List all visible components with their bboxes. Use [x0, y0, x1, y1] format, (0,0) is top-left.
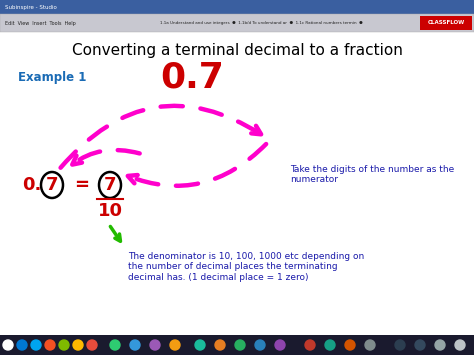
- Circle shape: [235, 340, 245, 350]
- Text: The denominator is 10, 100, 1000 etc depending on
the number of decimal places t: The denominator is 10, 100, 1000 etc dep…: [128, 252, 364, 282]
- Text: 0.7: 0.7: [160, 61, 224, 95]
- Circle shape: [45, 340, 55, 350]
- Circle shape: [195, 340, 205, 350]
- Circle shape: [365, 340, 375, 350]
- Circle shape: [415, 340, 425, 350]
- Text: 7: 7: [46, 176, 58, 194]
- Circle shape: [59, 340, 69, 350]
- Circle shape: [435, 340, 445, 350]
- Circle shape: [87, 340, 97, 350]
- Circle shape: [305, 340, 315, 350]
- FancyBboxPatch shape: [0, 335, 474, 355]
- Circle shape: [325, 340, 335, 350]
- FancyArrowPatch shape: [110, 226, 120, 241]
- Text: 10: 10: [98, 202, 122, 220]
- FancyBboxPatch shape: [0, 14, 474, 32]
- Circle shape: [130, 340, 140, 350]
- Text: Subinspire - Studio: Subinspire - Studio: [5, 5, 57, 10]
- FancyBboxPatch shape: [420, 16, 472, 30]
- Text: 0.: 0.: [22, 176, 41, 194]
- Circle shape: [455, 340, 465, 350]
- Text: Example 1: Example 1: [18, 71, 86, 84]
- Text: 7: 7: [104, 176, 116, 194]
- FancyArrowPatch shape: [72, 150, 140, 165]
- Text: Take the digits of the number as the
numerator: Take the digits of the number as the num…: [290, 165, 454, 184]
- Circle shape: [73, 340, 83, 350]
- Circle shape: [255, 340, 265, 350]
- Circle shape: [150, 340, 160, 350]
- Circle shape: [345, 340, 355, 350]
- Circle shape: [395, 340, 405, 350]
- Text: =: =: [74, 176, 90, 194]
- FancyBboxPatch shape: [0, 0, 474, 14]
- Text: Edit  View  Insert  Tools  Help: Edit View Insert Tools Help: [5, 21, 76, 26]
- Circle shape: [170, 340, 180, 350]
- FancyArrowPatch shape: [128, 144, 266, 186]
- Circle shape: [110, 340, 120, 350]
- Circle shape: [31, 340, 41, 350]
- Circle shape: [3, 340, 13, 350]
- Circle shape: [215, 340, 225, 350]
- FancyArrowPatch shape: [61, 106, 261, 168]
- Text: 1.1a Understand and use integers  ●  1.1b/d To understand ar  ●  1.1c Rational n: 1.1a Understand and use integers ● 1.1b/…: [160, 21, 363, 25]
- Circle shape: [275, 340, 285, 350]
- Text: CLASSFLOW: CLASSFLOW: [428, 21, 465, 26]
- Text: Converting a terminal decimal to a fraction: Converting a terminal decimal to a fract…: [72, 43, 402, 58]
- Circle shape: [17, 340, 27, 350]
